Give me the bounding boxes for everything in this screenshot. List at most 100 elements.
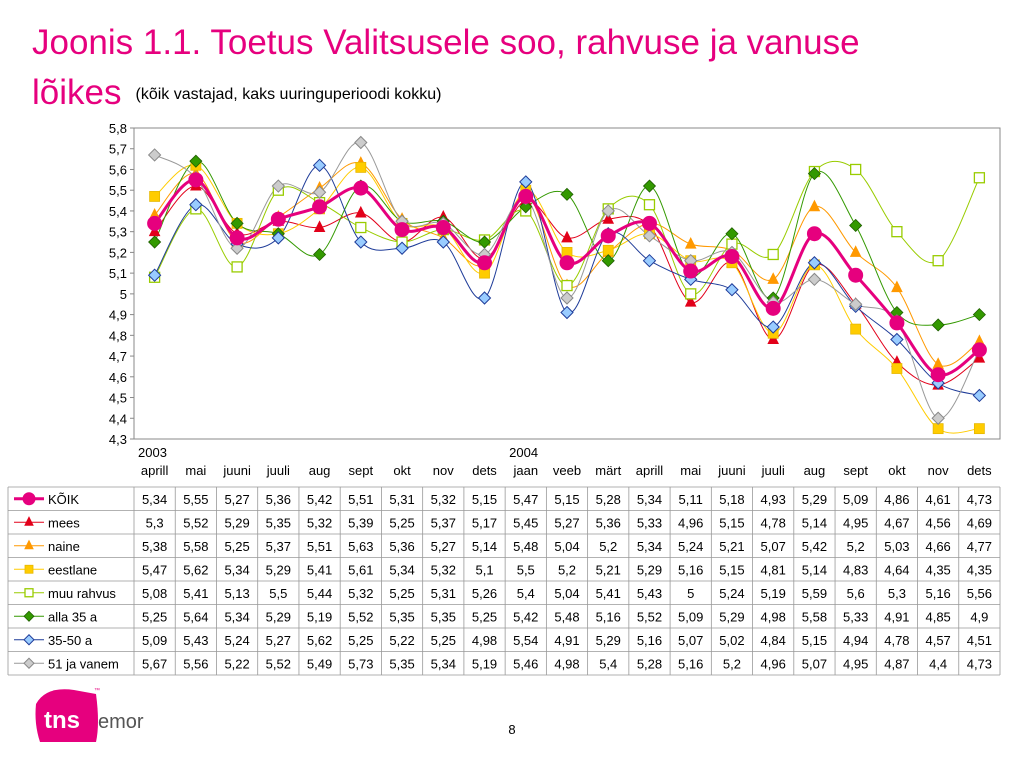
data-point: [891, 363, 903, 374]
data-point: [643, 199, 656, 211]
table-cell: 5,29: [266, 562, 291, 577]
data-point: [849, 218, 863, 233]
table-cell: 4,69: [967, 515, 992, 530]
table-cell: 4,56: [925, 515, 950, 530]
table-cell: 5,32: [307, 515, 332, 530]
data-point: [684, 295, 697, 307]
table-cell: 5,19: [307, 609, 332, 624]
data-point: [601, 254, 615, 268]
table-cell: 5,34: [637, 492, 662, 507]
category-label: juuni: [717, 463, 746, 478]
table-cell: 5,16: [678, 656, 703, 671]
legend-label: eestlane: [48, 562, 97, 577]
table-cell: 5,29: [802, 492, 827, 507]
data-point: [601, 204, 615, 218]
table-cell: 5,04: [554, 586, 579, 601]
legend-label: muu rahvus: [48, 586, 116, 601]
table-cell: 5,5: [517, 562, 535, 577]
table-cell: 5,58: [802, 609, 827, 624]
table-cell: 4,94: [843, 633, 868, 648]
table-cell: 5,15: [554, 492, 579, 507]
category-label: juuli: [761, 463, 785, 478]
data-point: [850, 163, 862, 176]
data-point: [685, 288, 697, 300]
data-point: [477, 291, 492, 305]
table-cell: 5,16: [637, 633, 662, 648]
table-cell: 4,83: [843, 562, 868, 577]
data-point: [24, 516, 34, 526]
table-cell: 5,34: [431, 656, 456, 671]
data-point: [600, 228, 616, 244]
y-tick-label: 4,3: [109, 432, 127, 447]
table-cell: 5,43: [637, 586, 662, 601]
table-cell: 5,36: [266, 492, 291, 507]
table-cell: 4,57: [925, 633, 950, 648]
table-cell: 5,33: [637, 515, 662, 530]
y-tick-label: 5,1: [109, 266, 127, 281]
y-tick-label: 5,7: [109, 142, 127, 157]
table-cell: 5,08: [142, 586, 167, 601]
table-cell: 5,15: [719, 515, 744, 530]
table-cell: 5,11: [679, 492, 703, 507]
table-cell: 5,35: [389, 656, 414, 671]
table-cell: 5: [687, 586, 694, 601]
table-cell: 5,6: [847, 586, 865, 601]
logo-emor-text: emor: [98, 711, 144, 733]
table-cell: 5,29: [596, 633, 621, 648]
data-point: [932, 357, 944, 369]
table-cell: 5,25: [389, 515, 414, 530]
data-point: [23, 610, 35, 622]
data-point: [932, 423, 944, 435]
table-cell: 5,51: [348, 492, 373, 507]
table-cell: 5,31: [431, 586, 456, 601]
table-cell: 5,29: [266, 609, 291, 624]
table-cell: 5,22: [389, 633, 414, 648]
table-cell: 5,14: [802, 562, 827, 577]
category-label: jaan: [512, 463, 538, 478]
table-cell: 4,87: [884, 656, 909, 671]
legend-label: 51 ja vanem: [48, 656, 119, 671]
logo-tm: ™: [94, 687, 100, 694]
table-cell: 5,31: [389, 492, 414, 507]
table-cell: 5,18: [719, 492, 744, 507]
category-label: juuli: [266, 463, 290, 478]
table-cell: 5,34: [637, 539, 662, 554]
legend-label: 35-50 a: [48, 633, 93, 648]
chart-title: Joonis 1.1. Toetus Valitsusele soo, rahv…: [32, 18, 992, 120]
data-point: [725, 283, 739, 297]
table-cell: 5,1: [475, 562, 493, 577]
table-cell: 4,35: [967, 562, 992, 577]
table-cell: 5,09: [142, 633, 167, 648]
table-cell: 5,21: [719, 539, 744, 554]
table-cell: 5,16: [596, 609, 621, 624]
category-label: nov: [433, 463, 454, 478]
table-cell: 4,84: [761, 633, 786, 648]
data-point: [850, 323, 862, 335]
table-cell: 5,34: [142, 492, 167, 507]
table-cell: 5,14: [802, 515, 827, 530]
table-cell: 5,62: [183, 562, 208, 577]
category-label: sept: [843, 463, 868, 478]
data-point: [684, 236, 697, 249]
data-point: [931, 411, 945, 425]
data-point: [23, 657, 35, 669]
table-cell: 5,32: [348, 586, 373, 601]
y-tick-label: 5,5: [109, 183, 127, 198]
data-point: [24, 588, 34, 598]
data-point: [972, 308, 986, 322]
table-cell: 5,47: [142, 562, 167, 577]
year-label: 2003: [138, 445, 167, 460]
category-label: okt: [888, 463, 906, 478]
table-cell: 5,15: [802, 633, 827, 648]
table-cell: 5,09: [843, 492, 868, 507]
data-point: [477, 255, 493, 271]
plot-area: [133, 127, 1001, 440]
y-tick-label: 4,9: [109, 308, 127, 323]
table-cell: 5,42: [802, 539, 827, 554]
table-cell: 5,24: [719, 586, 744, 601]
data-point: [683, 263, 699, 279]
table-cell: 4,51: [967, 633, 992, 648]
table-cell: 5,49: [307, 656, 332, 671]
category-label: aprill: [636, 463, 664, 478]
data-point: [973, 172, 986, 184]
